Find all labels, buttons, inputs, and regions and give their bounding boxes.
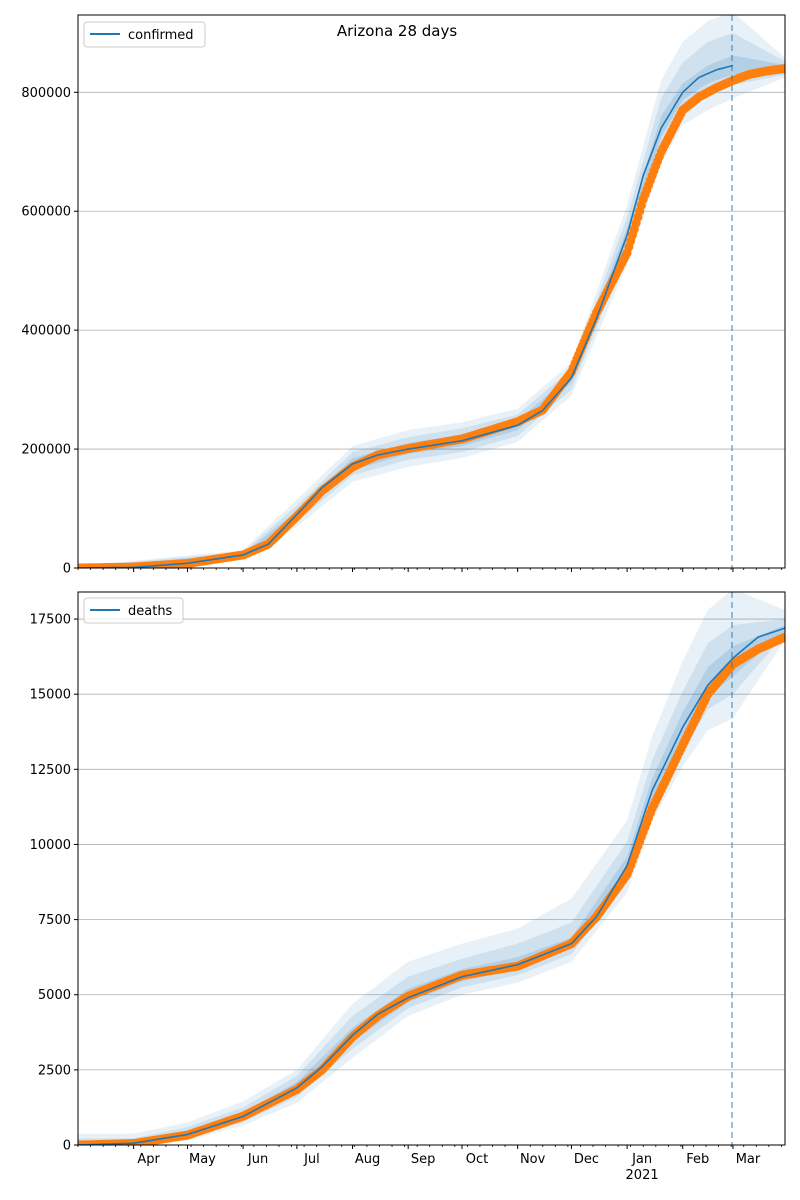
x-tick-label: Dec <box>574 1152 599 1167</box>
confirmed-legend-label: confirmed <box>128 28 194 43</box>
confirmed-panel: 0 200000 400000 600000 800000 confirmed <box>21 14 786 577</box>
x-tick-label: Oct <box>466 1152 488 1167</box>
x-tick-label: Nov <box>520 1152 546 1167</box>
confirmed-y-grid <box>78 91 785 569</box>
deaths-y-tick-label: 2500 <box>38 1063 71 1078</box>
x-tick-label: Apr <box>137 1152 160 1167</box>
confirmed-axes-frame <box>77 14 786 569</box>
x-tick-label: Mar <box>736 1152 761 1167</box>
confirmed-y-axis: 0 200000 400000 600000 800000 <box>21 86 78 577</box>
confirmed-y-tick-label: 600000 <box>21 205 71 220</box>
deaths-model-median-line <box>78 627 785 1145</box>
confirmed-band-inner <box>78 55 785 568</box>
x-tick-label: Sep <box>411 1152 436 1167</box>
x-tick-label: Feb <box>686 1152 709 1167</box>
deaths-y-tick-label: 12500 <box>30 763 71 778</box>
deaths-band-middle <box>78 619 785 1145</box>
x-tick-year-label: 2021 <box>626 1168 659 1183</box>
confirmed-observed-point <box>780 64 785 73</box>
confirmed-uncertainty-bands <box>78 15 785 568</box>
deaths-band-outer <box>78 592 785 1145</box>
deaths-y-tick-label: 15000 <box>30 688 71 703</box>
confirmed-legend: confirmed <box>83 21 206 48</box>
deaths-legend: deaths <box>83 597 184 624</box>
confirmed-y-tick-label: 200000 <box>21 443 71 458</box>
deaths-legend-label: deaths <box>128 604 173 619</box>
deaths-y-tick-label: 5000 <box>38 988 71 1003</box>
deaths-axes-frame <box>77 591 786 1146</box>
deaths-model-line <box>78 627 785 1145</box>
deaths-y-axis: 0 2500 5000 7500 10000 12500 15000 17500 <box>30 613 78 1154</box>
x-tick-label: May <box>189 1152 216 1167</box>
confirmed-y-tick-label: 800000 <box>21 86 71 101</box>
x-tick-label: Jun <box>247 1152 268 1167</box>
deaths-uncertainty-bands <box>78 592 785 1145</box>
figure-title: Arizona 28 days <box>337 22 458 40</box>
x-tick-label: Jul <box>303 1152 320 1167</box>
confirmed-y-tick-label: 400000 <box>21 324 71 339</box>
deaths-legend-box <box>83 597 184 624</box>
deaths-y-tick-label: 17500 <box>30 613 71 628</box>
deaths-observed-point <box>780 632 785 642</box>
confirmed-observed-points <box>78 64 785 568</box>
x-tick-label: Aug <box>355 1152 380 1167</box>
confirmed-y-tick-label: 0 <box>63 562 71 577</box>
confirmed-x-axis <box>77 568 782 572</box>
confirmed-model-median-line <box>78 64 734 568</box>
confirmed-legend-box <box>83 21 206 48</box>
deaths-panel: 0 2500 5000 7500 10000 12500 15000 17500 Apr May… <box>30 591 786 1183</box>
x-tick-label: Jan <box>631 1152 652 1167</box>
deaths-y-tick-label: 0 <box>63 1139 71 1154</box>
confirmed-model-line <box>78 64 734 568</box>
deaths-y-tick-label: 7500 <box>38 913 71 928</box>
deaths-y-tick-label: 10000 <box>30 838 71 853</box>
